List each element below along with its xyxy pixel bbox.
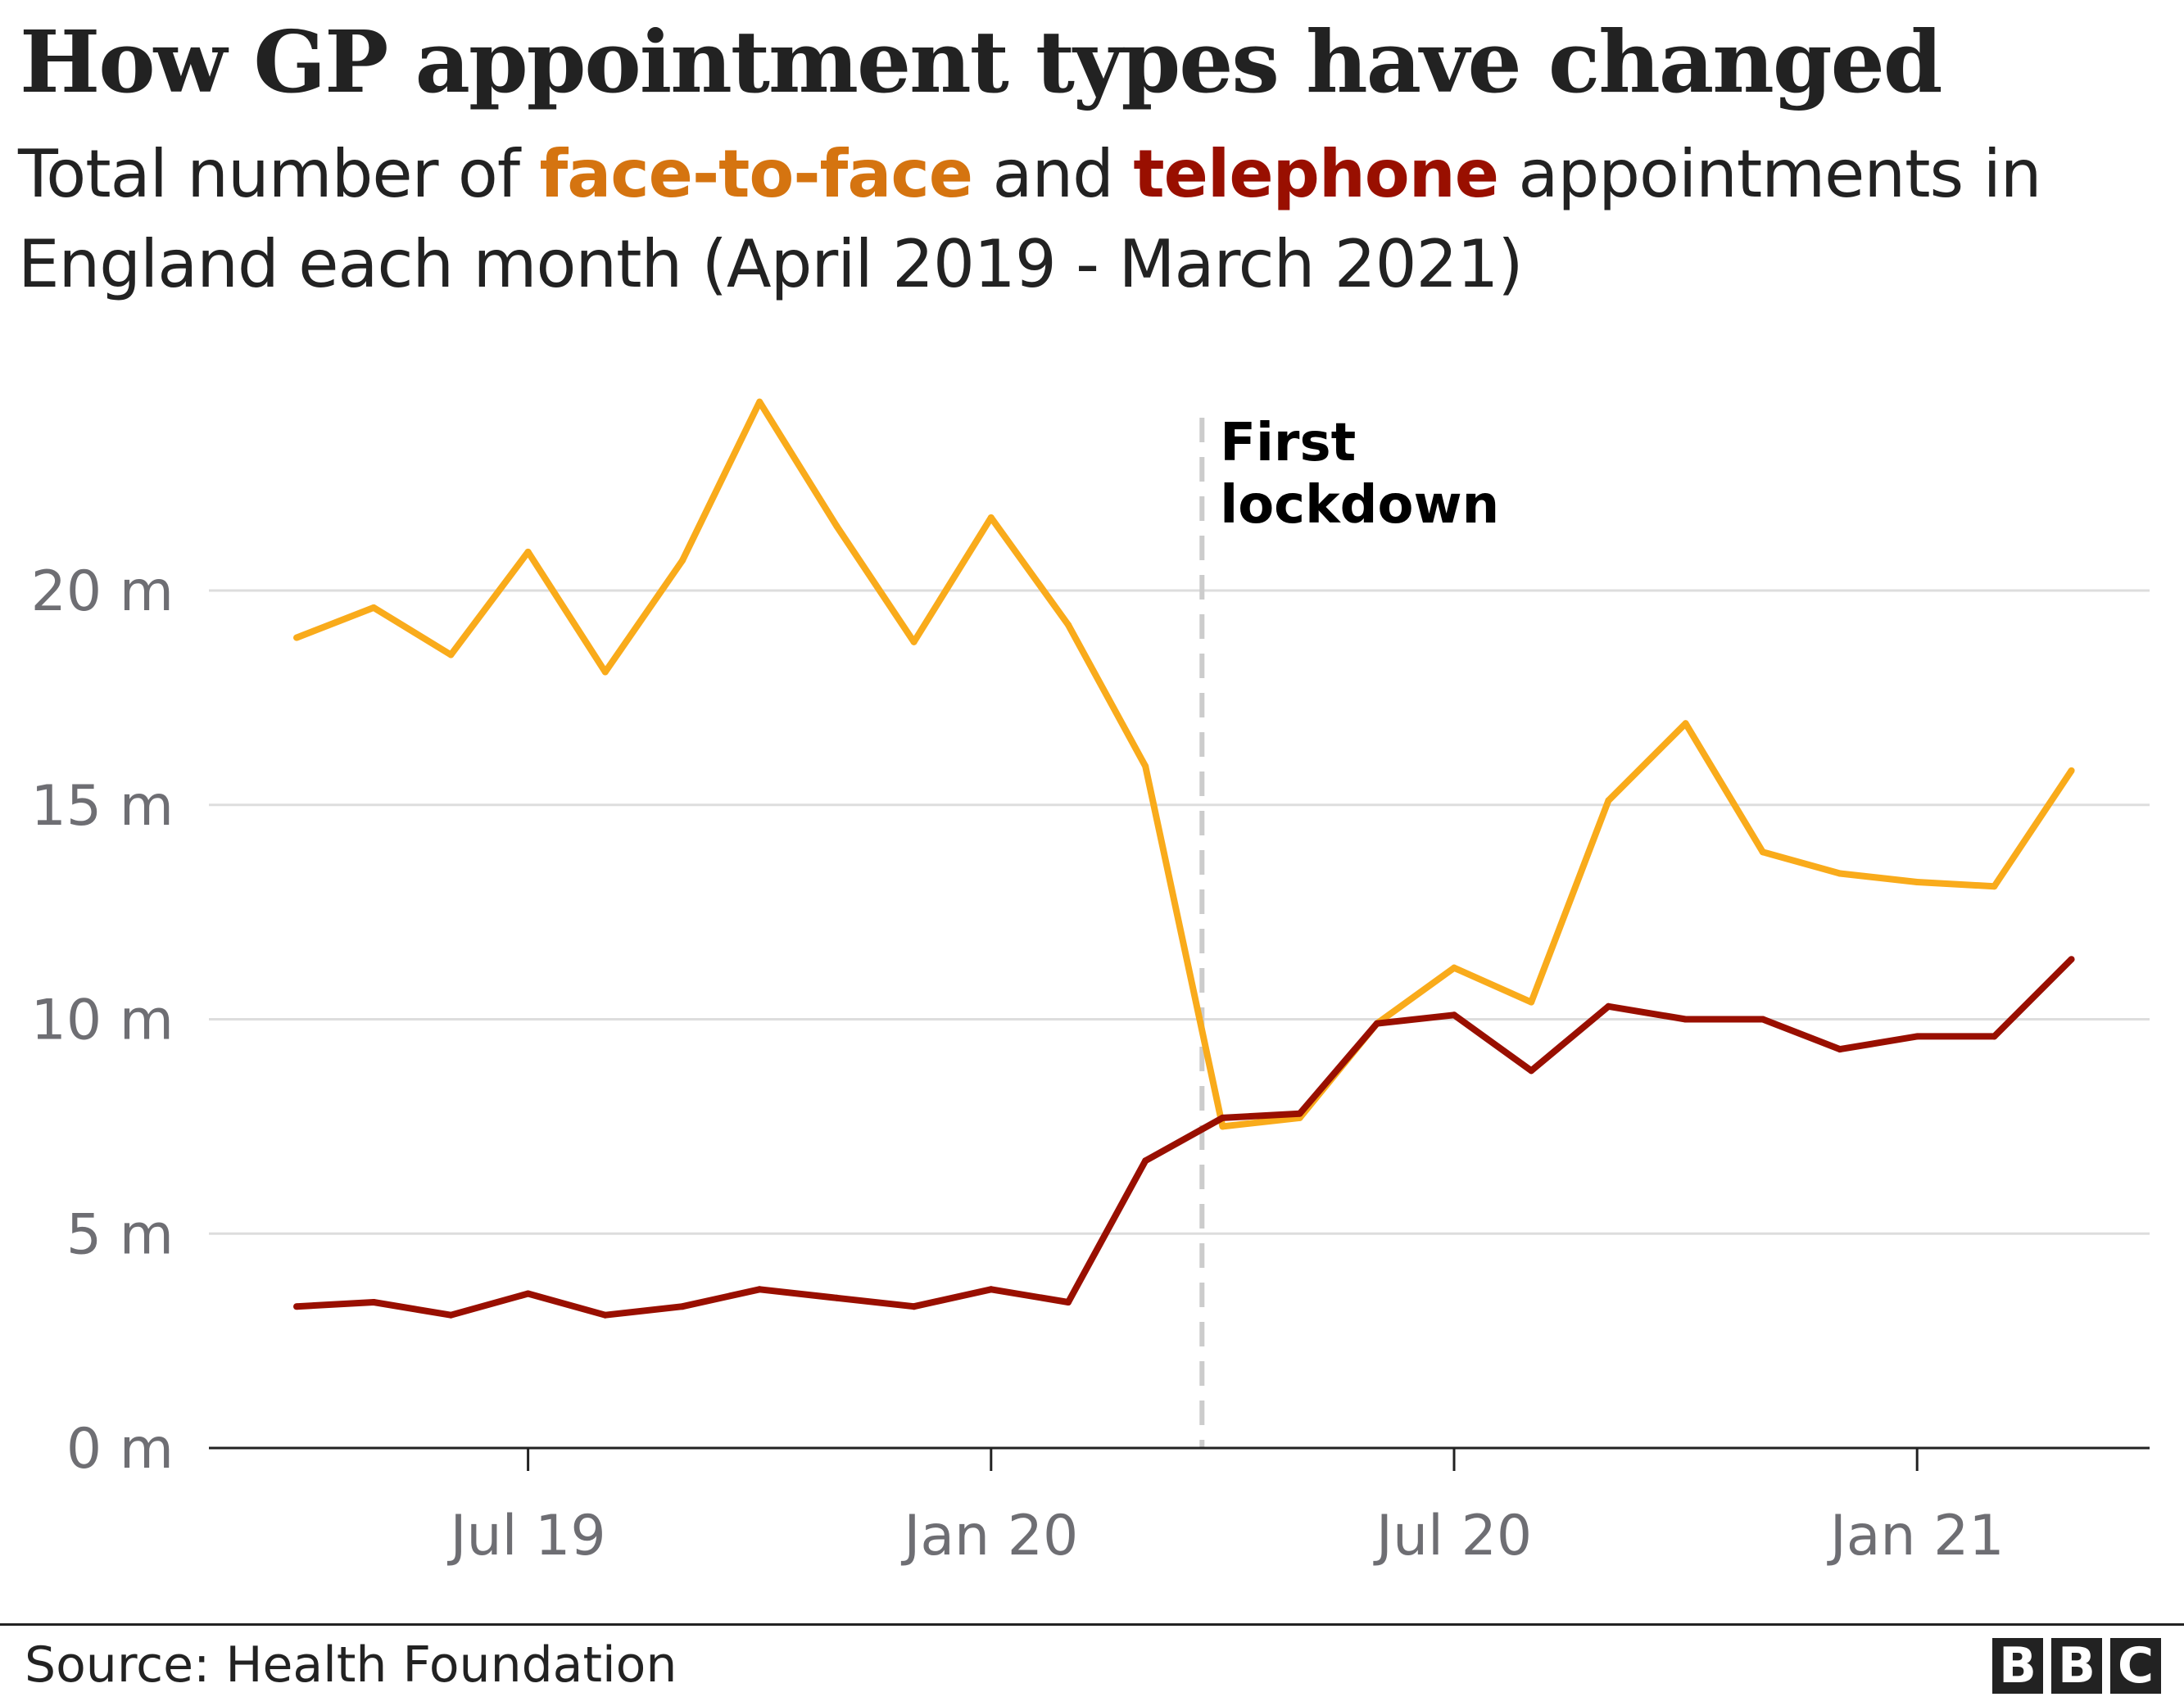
y-tick-label: 5 m bbox=[66, 1202, 174, 1267]
data-point-telephone bbox=[679, 1303, 686, 1310]
data-point-telephone bbox=[293, 1303, 300, 1310]
subtitle-telephone: telephone bbox=[1133, 136, 1499, 212]
data-point-face-to-face bbox=[293, 634, 300, 641]
x-tick-label: Jan 20 bbox=[900, 1504, 1078, 1568]
data-point-face-to-face bbox=[987, 514, 995, 522]
data-point-face-to-face bbox=[1142, 762, 1149, 770]
data-point-face-to-face bbox=[1682, 720, 1689, 727]
data-point-telephone bbox=[1528, 1067, 1535, 1075]
bbc-logo: B B C bbox=[1992, 1638, 2161, 1694]
data-point-face-to-face bbox=[833, 523, 841, 530]
data-point-telephone bbox=[524, 1290, 532, 1297]
data-point-face-to-face bbox=[1065, 621, 1072, 628]
subtitle-text: appointments in England each month (Apri… bbox=[18, 136, 2042, 302]
series-line-telephone bbox=[296, 957, 2074, 1319]
x-tick-label: Jan 21 bbox=[1827, 1504, 2005, 1568]
data-point-face-to-face bbox=[524, 548, 532, 555]
chart-title: How GP appointment types have changed bbox=[20, 11, 1942, 112]
data-point-face-to-face bbox=[2068, 767, 2075, 774]
data-point-telephone bbox=[447, 1311, 455, 1319]
y-axis-ticks: 0 m 5 m 10 m 15 m 20 m bbox=[31, 559, 174, 1482]
data-point-face-to-face bbox=[1451, 964, 1457, 971]
bbc-logo-letter: B bbox=[1992, 1638, 2043, 1694]
source-text: Source: Health Foundation bbox=[25, 1636, 677, 1694]
data-point-face-to-face bbox=[1759, 848, 1766, 856]
x-tick-label: Jul 19 bbox=[447, 1504, 606, 1568]
data-point-face-to-face bbox=[1219, 1123, 1226, 1130]
gridlines bbox=[209, 589, 2150, 1235]
y-tick-label: 0 m bbox=[66, 1417, 174, 1482]
y-tick-label: 20 m bbox=[31, 559, 174, 624]
data-point-telephone bbox=[833, 1294, 841, 1301]
series-lines bbox=[293, 398, 2075, 1319]
subtitle-text: Total number of bbox=[18, 136, 520, 212]
bbc-logo-letter: B bbox=[2051, 1638, 2102, 1694]
x-tick-label: Jul 20 bbox=[1373, 1504, 1532, 1568]
data-point-telephone bbox=[1605, 1002, 1612, 1010]
subtitle-text: and bbox=[992, 136, 1114, 212]
y-tick-label: 15 m bbox=[31, 774, 174, 839]
data-point-telephone bbox=[756, 1286, 763, 1293]
data-point-telephone bbox=[1837, 1046, 1843, 1053]
data-point-face-to-face bbox=[910, 638, 918, 645]
x-axis-ticks: Jul 19 Jan 20 Jul 20 Jan 21 bbox=[447, 1448, 2005, 1568]
data-point-telephone bbox=[1373, 1020, 1380, 1027]
data-point-face-to-face bbox=[756, 398, 763, 405]
data-point-telephone bbox=[1759, 1016, 1766, 1023]
data-point-telephone bbox=[370, 1299, 378, 1306]
bbc-logo-letter: C bbox=[2110, 1638, 2161, 1694]
y-tick-label: 10 m bbox=[31, 989, 174, 1053]
data-point-telephone bbox=[1451, 1011, 1457, 1019]
data-point-face-to-face bbox=[447, 651, 455, 658]
data-point-telephone bbox=[1991, 1033, 1998, 1040]
data-point-telephone bbox=[1682, 1016, 1689, 1023]
data-point-face-to-face bbox=[1837, 870, 1843, 877]
footer-divider bbox=[0, 1623, 2184, 1626]
data-point-telephone bbox=[1142, 1157, 1149, 1165]
annotation-label-line1: First bbox=[1220, 413, 1356, 473]
data-point-telephone bbox=[910, 1303, 918, 1310]
data-point-telephone bbox=[987, 1286, 995, 1293]
subtitle-face-to-face: face-to-face bbox=[539, 136, 973, 212]
data-point-face-to-face bbox=[601, 668, 609, 676]
data-point-face-to-face bbox=[1605, 797, 1612, 804]
data-point-face-to-face bbox=[1991, 883, 1998, 890]
data-point-face-to-face bbox=[1528, 998, 1535, 1006]
lockdown-annotation: First lockdown bbox=[1199, 413, 1499, 1448]
data-point-face-to-face bbox=[1914, 878, 1921, 885]
series-line-face-to-face bbox=[295, 398, 2074, 1130]
chart-subtitle: Total number of face-to-face and telepho… bbox=[18, 129, 2148, 310]
data-point-telephone bbox=[601, 1311, 609, 1319]
data-point-telephone bbox=[1219, 1114, 1226, 1121]
data-point-telephone bbox=[1065, 1299, 1072, 1306]
data-point-face-to-face bbox=[370, 604, 378, 611]
data-point-face-to-face bbox=[679, 557, 686, 564]
data-point-telephone bbox=[1296, 1110, 1303, 1117]
annotation-label-line2: lockdown bbox=[1220, 475, 1499, 536]
data-point-telephone bbox=[2068, 956, 2075, 963]
data-point-telephone bbox=[1914, 1033, 1921, 1040]
